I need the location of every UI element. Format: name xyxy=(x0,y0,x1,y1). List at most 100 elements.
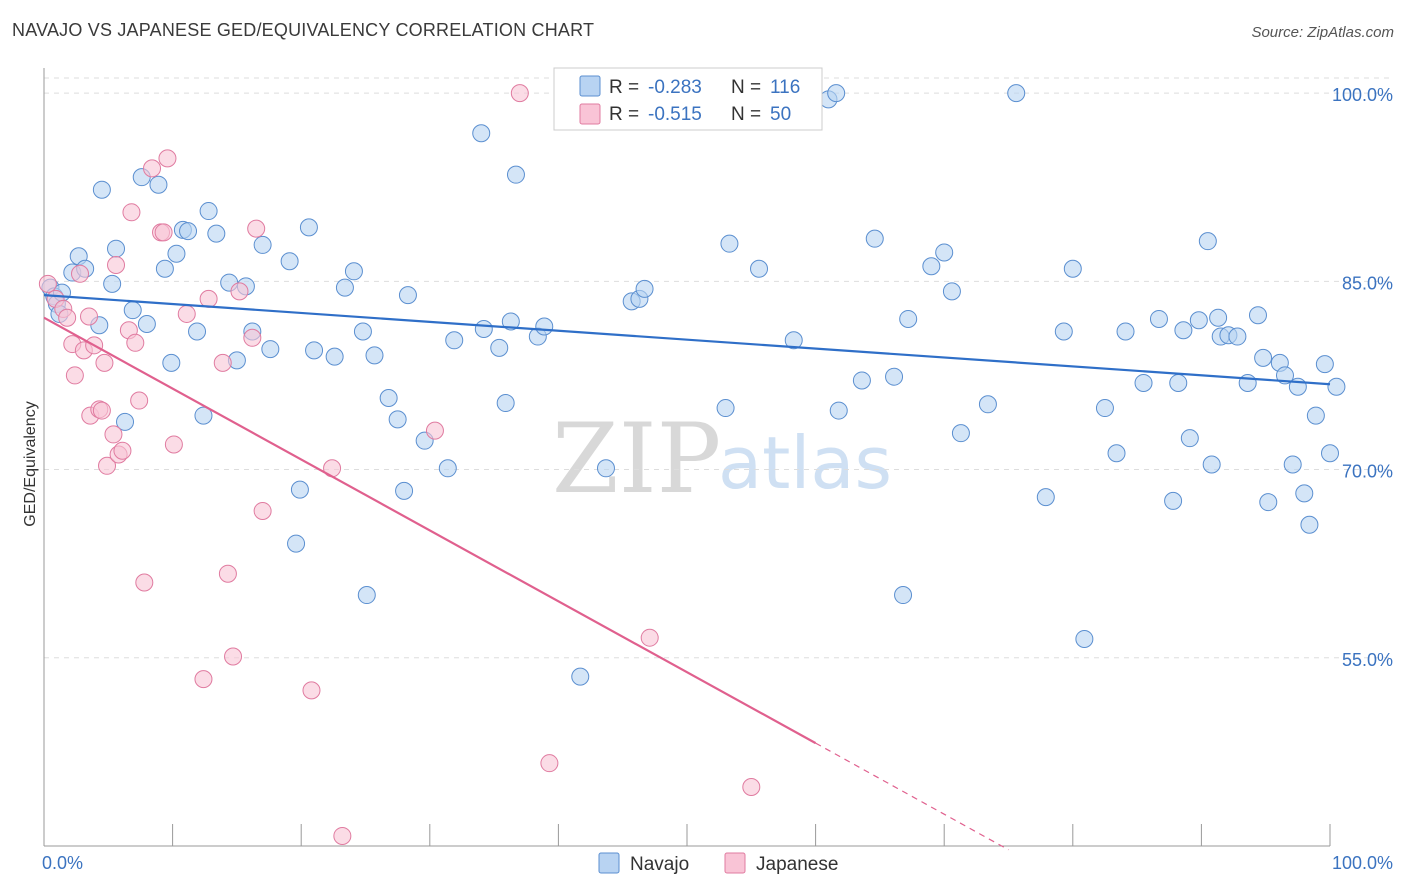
series-legend: Navajo Japanese xyxy=(598,852,838,875)
japanese-point-43 xyxy=(510,84,529,103)
navajo-point-21 xyxy=(179,222,198,241)
navajo-point-90 xyxy=(1149,309,1168,328)
grid-lines xyxy=(44,77,1390,659)
bottom-legend-navajo: Navajo xyxy=(630,854,689,875)
navajo-points xyxy=(41,84,1346,686)
navajo-point-113 xyxy=(1315,355,1334,374)
japanese-point-18 xyxy=(113,441,132,460)
navajo-point-48 xyxy=(438,459,457,478)
navajo-point-84 xyxy=(1063,259,1082,278)
navajo-point-83 xyxy=(1054,322,1073,341)
legend-n-label-navajo: N = xyxy=(731,77,761,98)
navajo-point-77 xyxy=(935,243,954,262)
japanese-point-37 xyxy=(247,219,266,238)
navajo-point-50 xyxy=(472,124,491,143)
legend-r-label-navajo: R = xyxy=(609,77,639,98)
japanese-point-27 xyxy=(158,149,177,168)
japanese-point-5 xyxy=(65,366,84,385)
navajo-point-11 xyxy=(107,239,126,258)
japanese-point-6 xyxy=(71,264,90,283)
watermark-zip: ZIP xyxy=(552,403,721,515)
japanese-point-15 xyxy=(104,425,123,444)
japanese-point-13 xyxy=(95,353,114,372)
correlation-legend: R = -0.283 N = 116 R = -0.515 N = 50 xyxy=(553,67,823,131)
navajo-point-62 xyxy=(635,279,654,298)
navajo-point-69 xyxy=(827,84,846,103)
navajo-point-65 xyxy=(720,234,739,253)
bottom-legend-japanese: Japanese xyxy=(756,854,838,875)
navajo-point-74 xyxy=(894,586,913,605)
navajo-point-17 xyxy=(155,259,174,278)
x-tick-label-1: 100.0% xyxy=(1332,853,1393,873)
navajo-point-9 xyxy=(92,180,111,199)
chart-source: Source: ZipAtlas.com xyxy=(1251,24,1394,41)
navajo-point-34 xyxy=(290,480,309,499)
navajo-point-59 xyxy=(596,459,615,478)
navajo-point-75 xyxy=(899,309,918,328)
navajo-point-35 xyxy=(299,218,318,237)
y-tick-label-3: 55.0% xyxy=(1342,650,1393,670)
japanese-trend-line xyxy=(43,316,817,745)
navajo-point-12 xyxy=(116,412,135,431)
navajo-point-89 xyxy=(1134,373,1153,392)
legend-n-label-japanese: N = xyxy=(731,104,761,125)
trend-lines xyxy=(43,294,1331,851)
x-tick-label-0: 0.0% xyxy=(42,853,83,873)
navajo-trend-line xyxy=(43,294,1331,386)
japanese-point-0 xyxy=(38,274,57,293)
navajo-point-57 xyxy=(535,317,554,336)
japanese-point-41 xyxy=(333,826,352,845)
legend-n-value-navajo: 116 xyxy=(770,77,800,98)
navajo-point-13 xyxy=(123,301,142,320)
navajo-point-88 xyxy=(1116,322,1135,341)
navajo-point-10 xyxy=(103,274,122,293)
navajo-point-93 xyxy=(1174,321,1193,340)
navajo-point-70 xyxy=(829,401,848,420)
navajo-point-66 xyxy=(750,259,769,278)
navajo-point-53 xyxy=(496,394,515,413)
japanese-point-33 xyxy=(218,564,237,583)
navajo-point-36 xyxy=(305,341,324,360)
navajo-point-115 xyxy=(1327,377,1346,396)
navajo-point-67 xyxy=(784,331,803,350)
navajo-point-96 xyxy=(1198,232,1217,251)
navajo-point-79 xyxy=(951,424,970,443)
bottom-legend-swatch-navajo xyxy=(598,852,620,874)
navajo-point-107 xyxy=(1275,366,1294,385)
navajo-point-71 xyxy=(852,371,871,390)
navajo-point-73 xyxy=(885,367,904,386)
japanese-trend-extension xyxy=(815,742,1009,851)
navajo-point-18 xyxy=(162,353,181,372)
navajo-point-43 xyxy=(379,389,398,408)
navajo-point-33 xyxy=(287,534,306,553)
watermark-atlas: atlas xyxy=(718,421,892,505)
japanese-point-24 xyxy=(143,159,162,178)
navajo-point-104 xyxy=(1254,348,1273,367)
japanese-point-38 xyxy=(253,501,272,520)
navajo-point-16 xyxy=(149,175,168,194)
navajo-point-15 xyxy=(137,314,156,333)
navajo-point-46 xyxy=(398,286,417,305)
japanese-point-20 xyxy=(122,203,141,222)
navajo-point-44 xyxy=(388,410,407,429)
navajo-point-86 xyxy=(1095,399,1114,418)
japanese-point-39 xyxy=(302,681,321,700)
japanese-point-44 xyxy=(540,754,559,773)
navajo-point-108 xyxy=(1283,455,1302,474)
navajo-point-87 xyxy=(1107,444,1126,463)
navajo-point-32 xyxy=(280,252,299,271)
navajo-point-37 xyxy=(325,347,344,366)
navajo-point-94 xyxy=(1180,429,1199,448)
japanese-point-26 xyxy=(154,223,173,242)
navajo-point-95 xyxy=(1189,311,1208,330)
japanese-point-35 xyxy=(230,282,249,301)
navajo-point-103 xyxy=(1248,306,1267,325)
navajo-point-45 xyxy=(395,481,414,500)
japanese-point-14 xyxy=(98,456,117,475)
legend-swatch-japanese xyxy=(579,103,601,125)
japanese-point-30 xyxy=(194,670,213,689)
japanese-point-3 xyxy=(58,308,77,327)
chart-title: NAVAJO VS JAPANESE GED/EQUIVALENCY CORRE… xyxy=(12,20,595,40)
navajo-point-58 xyxy=(571,667,590,686)
